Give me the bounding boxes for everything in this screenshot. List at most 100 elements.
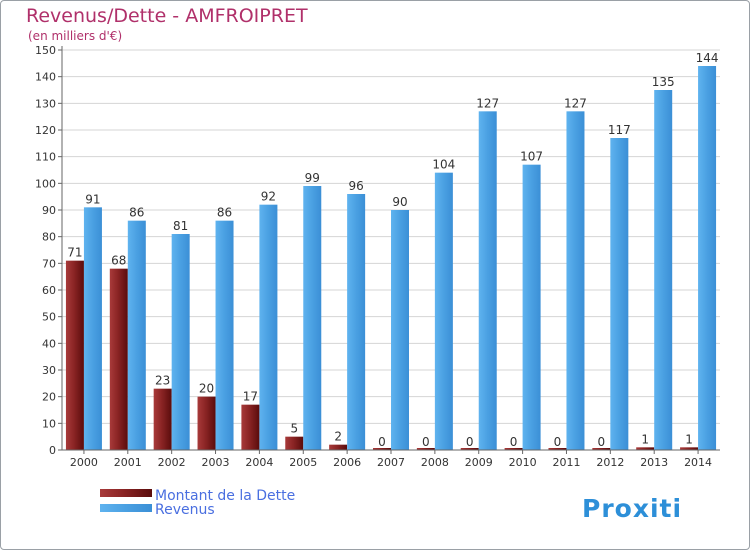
x-tick-label-2009: 2009: [465, 456, 493, 469]
bar-debt-2011: [548, 448, 567, 450]
y-tick-label: 0: [49, 444, 56, 457]
data-label-revenue-2012: 117: [608, 123, 631, 137]
data-label-revenue-2013: 135: [652, 75, 675, 89]
data-label-debt-2011: 0: [554, 435, 562, 449]
y-tick-label: 150: [35, 44, 56, 57]
bar-debt-2012: [592, 448, 611, 450]
y-tick-label: 60: [42, 284, 56, 297]
y-tick-label: 40: [42, 337, 56, 350]
bar-debt-2004: [241, 404, 260, 450]
bar-revenue-2008: [434, 172, 453, 450]
legend-label-revenue: Revenus: [155, 502, 215, 518]
x-tick-label-2011: 2011: [552, 456, 580, 469]
y-tick-label: 100: [35, 177, 56, 190]
x-tick-label-2004: 2004: [245, 456, 273, 469]
data-label-revenue-2001: 86: [129, 206, 144, 220]
x-tick-label-2005: 2005: [289, 456, 317, 469]
data-label-debt-2010: 0: [510, 435, 518, 449]
y-tick-label: 80: [42, 231, 56, 244]
data-label-revenue-2000: 91: [85, 192, 100, 206]
bar-revenue-2012: [610, 138, 629, 450]
data-label-debt-2000: 71: [67, 246, 82, 260]
bar-debt-2002: [153, 388, 172, 450]
data-label-revenue-2005: 99: [305, 171, 320, 185]
data-label-revenue-2008: 104: [432, 158, 455, 172]
data-label-revenue-2002: 81: [173, 219, 188, 233]
legend-label-debt: Montant de la Dette: [155, 488, 295, 504]
data-label-debt-2013: 1: [641, 432, 649, 446]
bar-revenue-2006: [347, 194, 366, 450]
y-tick-label: 130: [35, 97, 56, 110]
y-tick-label: 30: [42, 364, 56, 377]
bar-revenue-2011: [566, 111, 585, 450]
bar-revenue-2003: [215, 220, 234, 450]
bar-debt-2010: [504, 448, 523, 450]
y-tick-label: 140: [35, 71, 56, 84]
bar-revenue-2010: [522, 164, 541, 450]
legend-swatch-revenue: [100, 504, 152, 512]
x-tick-label-2010: 2010: [509, 456, 537, 469]
legend-swatch-debt: [100, 489, 152, 497]
data-label-debt-2002: 23: [155, 374, 170, 388]
bar-revenue-2014: [698, 66, 717, 450]
bar-revenue-2005: [303, 186, 322, 450]
data-label-revenue-2003: 86: [217, 206, 232, 220]
data-label-debt-2008: 0: [422, 435, 430, 449]
data-label-revenue-2006: 96: [348, 179, 363, 193]
x-tick-label-2007: 2007: [377, 456, 405, 469]
y-tick-label: 70: [42, 257, 56, 270]
bar-debt-2013: [636, 447, 655, 450]
bar-debt-2008: [416, 448, 435, 450]
bar-debt-2005: [285, 436, 304, 450]
bar-debt-2007: [373, 448, 391, 450]
bar-revenue-2004: [259, 204, 278, 450]
data-label-revenue-2007: 90: [392, 195, 407, 209]
x-tick-label-2002: 2002: [158, 456, 186, 469]
bar-revenue-2001: [127, 220, 146, 450]
chart-subtitle: (en milliers d'€): [28, 29, 122, 43]
bar-debt-2014: [680, 447, 699, 450]
bar-revenue-2009: [478, 111, 497, 450]
bar-revenue-2013: [654, 90, 673, 450]
y-tick-label: 50: [42, 311, 56, 324]
proxiti-logo: Proxiti: [582, 494, 682, 523]
data-label-debt-2001: 68: [111, 254, 126, 268]
data-label-revenue-2009: 127: [476, 96, 499, 110]
data-label-debt-2006: 2: [334, 430, 342, 444]
x-tick-label-2006: 2006: [333, 456, 361, 469]
bar-revenue-2002: [171, 234, 190, 450]
data-label-revenue-2004: 92: [261, 190, 276, 204]
y-tick-label: 120: [35, 124, 56, 137]
bar-debt-2000: [65, 260, 84, 450]
data-label-debt-2004: 17: [243, 390, 258, 404]
x-tick-label-2012: 2012: [596, 456, 624, 469]
data-label-revenue-2011: 127: [564, 96, 587, 110]
chart-title: Revenus/Dette - AMFROIPRET: [26, 5, 308, 27]
x-tick-label-2000: 2000: [70, 456, 98, 469]
bar-debt-2009: [460, 448, 479, 450]
bar-debt-2003: [197, 396, 216, 450]
x-tick-label-2013: 2013: [640, 456, 668, 469]
data-label-revenue-2010: 107: [520, 150, 543, 164]
y-tick-label: 20: [42, 391, 56, 404]
x-tick-label-2008: 2008: [421, 456, 449, 469]
data-label-debt-2005: 5: [290, 422, 298, 436]
bar-debt-2006: [329, 444, 348, 450]
bar-revenue-2000: [83, 207, 102, 450]
logo-text: Proxiti: [582, 494, 682, 523]
y-tick-label: 110: [35, 151, 56, 164]
data-label-debt-2012: 0: [598, 435, 606, 449]
y-tick-label: 90: [42, 204, 56, 217]
bar-debt-2001: [109, 268, 128, 450]
bar-revenue-2007: [391, 210, 409, 450]
data-label-debt-2009: 0: [466, 435, 474, 449]
x-tick-label-2001: 2001: [114, 456, 142, 469]
x-tick-label-2014: 2014: [684, 456, 712, 469]
y-tick-label: 10: [42, 417, 56, 430]
data-label-debt-2003: 20: [199, 382, 214, 396]
data-label-revenue-2014: 144: [696, 51, 719, 65]
data-label-debt-2014: 1: [685, 432, 693, 446]
x-tick-label-2003: 2003: [202, 456, 230, 469]
data-label-debt-2007: 0: [378, 435, 386, 449]
